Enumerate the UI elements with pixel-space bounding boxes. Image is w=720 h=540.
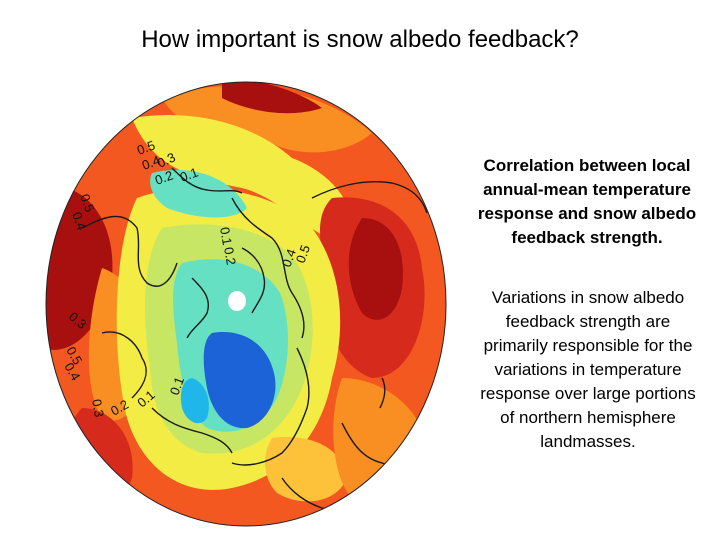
contour-label: 0.1 — [217, 226, 235, 246]
caption-heading: Correlation between local annual-mean te… — [477, 156, 697, 247]
region-yellow-north — [132, 114, 354, 249]
polar-map-svg: 0.5 0.4 0.3 0.2 0.1 0.5 0.4 0.5 0.4 0.5 … — [45, 81, 447, 527]
contour-label: 0.5 — [293, 243, 313, 265]
region-orange-north — [162, 85, 372, 153]
contour-label: 0.2 — [153, 168, 175, 188]
region-cyan-north — [150, 169, 247, 218]
coastlines — [81, 167, 428, 512]
contour-label: 0.4 — [279, 247, 299, 269]
contour-label: 0.3 — [89, 398, 107, 418]
north-pole-marker — [228, 291, 246, 311]
contour-label: 0.1 — [167, 375, 187, 397]
contour-label: 0.3 — [155, 149, 178, 170]
contour-label: 0.4 — [69, 210, 89, 232]
slide-title: How important is snow albedo feedback? — [141, 26, 579, 53]
correlation-map: 0.5 0.4 0.3 0.2 0.1 0.5 0.4 0.5 0.4 0.5 … — [42, 78, 450, 530]
region-blue-center — [203, 332, 276, 429]
contour-label: 0.4 — [140, 153, 162, 173]
contour-label: 0.5 — [135, 138, 157, 158]
contour-label: 0.5 — [77, 192, 97, 214]
contour-label: 0.2 — [221, 246, 239, 266]
map-border — [45, 81, 447, 527]
region-dark-red-east-core — [348, 218, 403, 320]
region-blue-secondary — [180, 378, 209, 424]
region-yellow-south — [265, 437, 347, 502]
contour-label: 0.1 — [178, 165, 200, 185]
region-dark-red-north — [222, 82, 322, 114]
caption-body: Variations in snow albedo feedback stren… — [480, 288, 696, 451]
